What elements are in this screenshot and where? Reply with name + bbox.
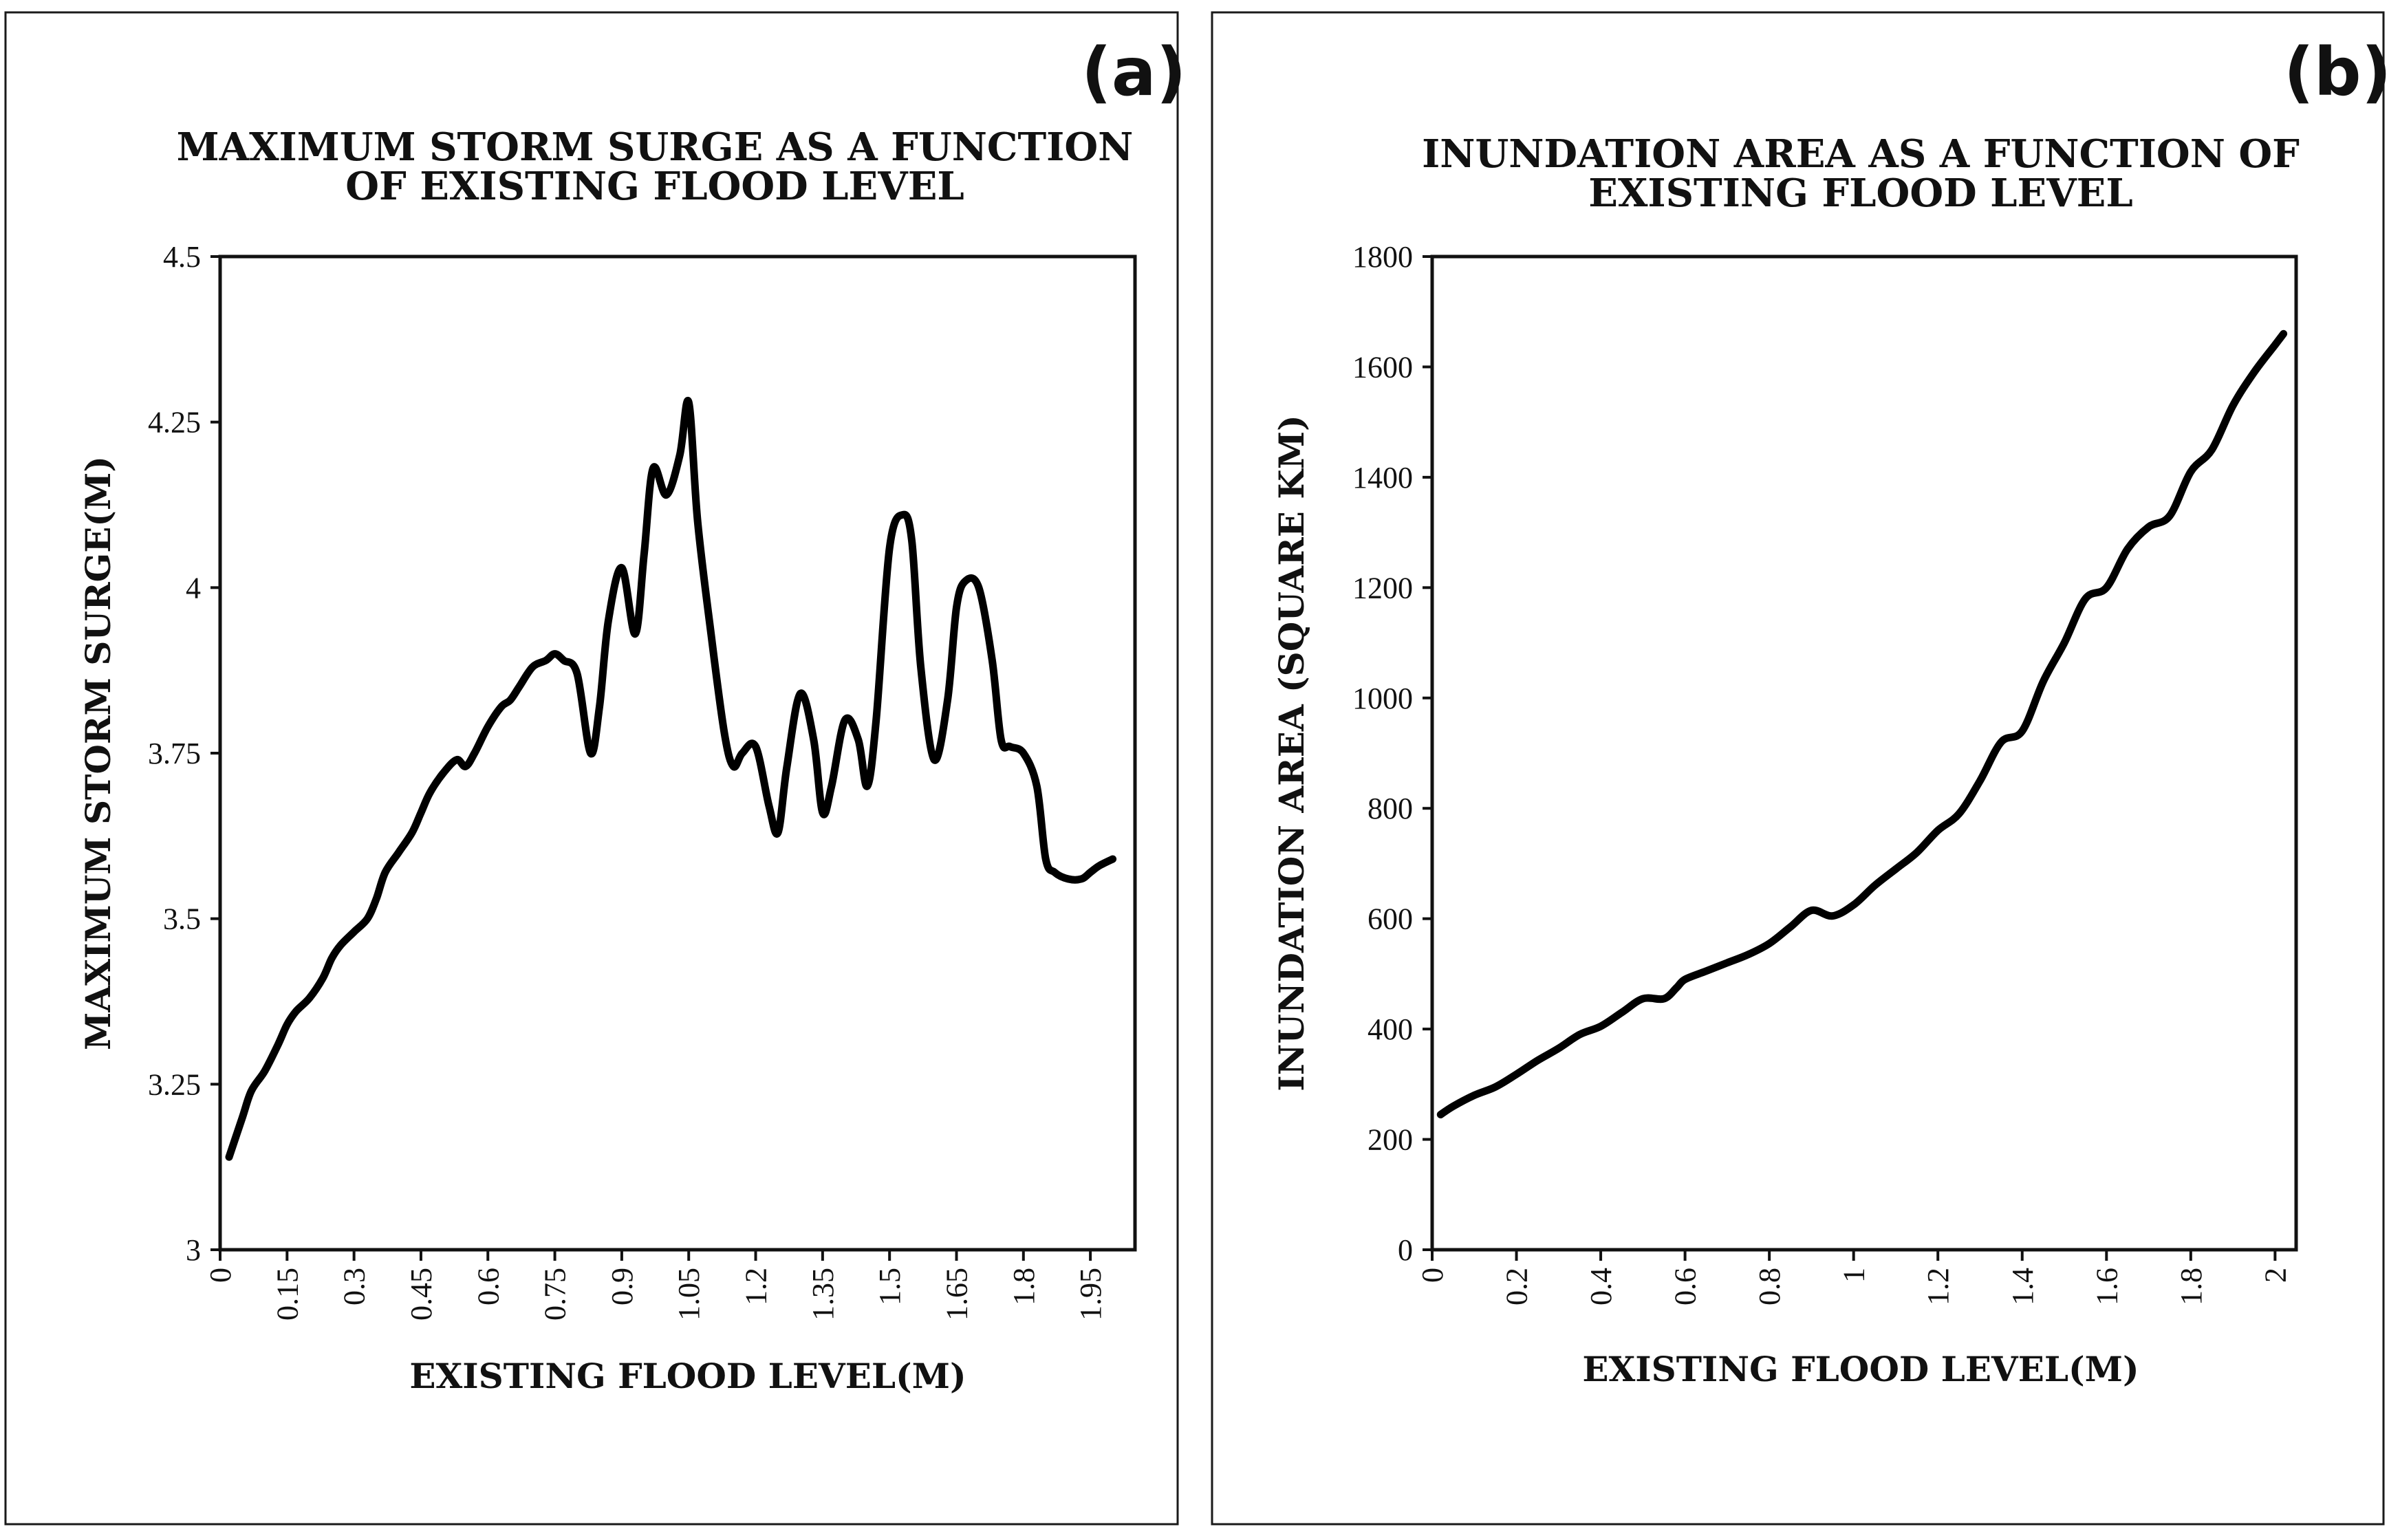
- panel-b-y-tick-label: 600: [1368, 902, 1413, 936]
- panel-b-title-line-1: INUNDATION AREA AS A FUNCTION OF: [1422, 131, 2300, 177]
- panel-a-x-tick-label: 0.15: [270, 1268, 304, 1321]
- panel-b-y-tick-label: 200: [1368, 1123, 1413, 1157]
- panel-a-x-tick-label: 1.05: [672, 1268, 706, 1321]
- panel-a-title-line-2: OF EXISTING FLOOD LEVEL: [345, 164, 964, 209]
- panel-b-y-tick-label: 1800: [1352, 240, 1413, 274]
- panel-a: (a) MAXIMUM STORM SURGE AS A FUNCTION OF…: [4, 11, 1187, 1526]
- panel-a-x-tick-label: 1.95: [1074, 1268, 1107, 1321]
- panel-b-plot-area: [1430, 254, 2298, 1252]
- panel-b-x-axis: 0 0.2 0.4 0.6 0.8 1 1.2 1.4 1.6 1.8 2: [1416, 1250, 2292, 1305]
- panel-a-x-tick-label: 1.65: [940, 1268, 973, 1321]
- panel-a-y-tick-label: 4.25: [148, 406, 201, 440]
- panel-b-x-tick-label: 1: [1837, 1268, 1871, 1283]
- panel-b-x-tick-label: 0: [1416, 1268, 1449, 1283]
- panel-a-plot-area: [218, 254, 1137, 1252]
- panel-a-x-tick-label: 1.35: [806, 1268, 840, 1321]
- panel-a-frame: [4, 11, 1179, 1526]
- panel-a-y-tick-label: 3.5: [163, 902, 201, 936]
- panel-b-x-tick-label: 0.4: [1584, 1268, 1618, 1305]
- panel-b-x-tick-label: 1.2: [1921, 1268, 1955, 1305]
- panel-a-x-tick-label: 0: [204, 1268, 237, 1283]
- panel-a-series-line: [225, 396, 1117, 1161]
- panel-a-y-tick-label: 3.75: [148, 737, 201, 770]
- panel-a-x-tick-label: 0.75: [539, 1268, 572, 1321]
- panel-a-x-tick-label: 1.8: [1007, 1268, 1041, 1305]
- panel-a-y-tick-label: 3: [186, 1233, 201, 1267]
- panel-b: (b) INUNDATION AREA AS A FUNCTION OF EXI…: [1211, 11, 2389, 1526]
- panel-b-series-line: [1436, 329, 2288, 1118]
- panel-a-label: (a): [1081, 34, 1187, 111]
- panel-a-x-tick-label: 0.6: [471, 1268, 505, 1305]
- panel-b-y-axis-label: INUNDATION AREA (SQUARE KM): [1271, 415, 1312, 1091]
- panel-b-y-tick-label: 400: [1368, 1012, 1413, 1046]
- panel-a-y-axis: 3 3.25 3.5 3.75 4 4.25 4.5: [148, 240, 220, 1267]
- panel-b-x-tick-label: 1.8: [2174, 1268, 2208, 1305]
- panel-a-x-tick-label: 1.2: [739, 1268, 773, 1305]
- panel-b-x-tick-label: 0.2: [1500, 1268, 1534, 1305]
- panel-b-y-tick-label: 1600: [1352, 350, 1413, 384]
- panel-b-frame: [1211, 11, 2385, 1526]
- panel-b-y-tick-label: 800: [1368, 792, 1413, 825]
- panel-a-y-axis-label: MAXIMUM STORM SURGE(M): [78, 456, 118, 1050]
- panel-b-x-axis-label: EXISTING FLOOD LEVEL(M): [1582, 1349, 2139, 1389]
- panel-b-y-tick-label: 0: [1398, 1233, 1413, 1267]
- panel-b-x-tick-label: 1.4: [2006, 1268, 2040, 1305]
- panel-a-x-axis-label: EXISTING FLOOD LEVEL(M): [409, 1356, 966, 1396]
- panel-a-x-tick-label: 1.5: [873, 1268, 907, 1305]
- panel-b-y-tick-label: 1200: [1352, 571, 1413, 605]
- panel-b-y-axis: 0 200 400 600 800 1000 1200 1400 1600 1800: [1352, 240, 1432, 1267]
- panel-a-x-tick-label: 0.45: [404, 1268, 438, 1321]
- panel-b-label: (b): [2284, 34, 2389, 111]
- panel-b-x-tick-label: 1.6: [2090, 1268, 2123, 1305]
- panel-b-x-tick-label: 0.8: [1753, 1268, 1786, 1305]
- panel-a-y-tick-label: 4.5: [163, 240, 201, 274]
- panel-a-y-tick-label: 3.25: [148, 1067, 201, 1101]
- panel-b-title-line-2: EXISTING FLOOD LEVEL: [1588, 171, 2132, 216]
- panel-a-y-tick-label: 4: [186, 571, 201, 605]
- panel-b-y-tick-label: 1000: [1352, 682, 1413, 715]
- panel-a-x-axis: 0 0.15 0.3 0.45 0.6 0.75 0.9 1.05 1.2 1.35 1.5 1.65…: [204, 1250, 1107, 1321]
- panel-b-y-tick-label: 1400: [1352, 461, 1413, 495]
- panel-b-x-tick-label: 2: [2258, 1268, 2292, 1283]
- panel-a-x-tick-label: 0.9: [605, 1268, 639, 1305]
- panel-a-title-line-1: MAXIMUM STORM SURGE AS A FUNCTION: [177, 124, 1134, 170]
- panel-a-x-tick-label: 0.3: [338, 1268, 371, 1305]
- panel-b-x-tick-label: 0.6: [1669, 1268, 1702, 1305]
